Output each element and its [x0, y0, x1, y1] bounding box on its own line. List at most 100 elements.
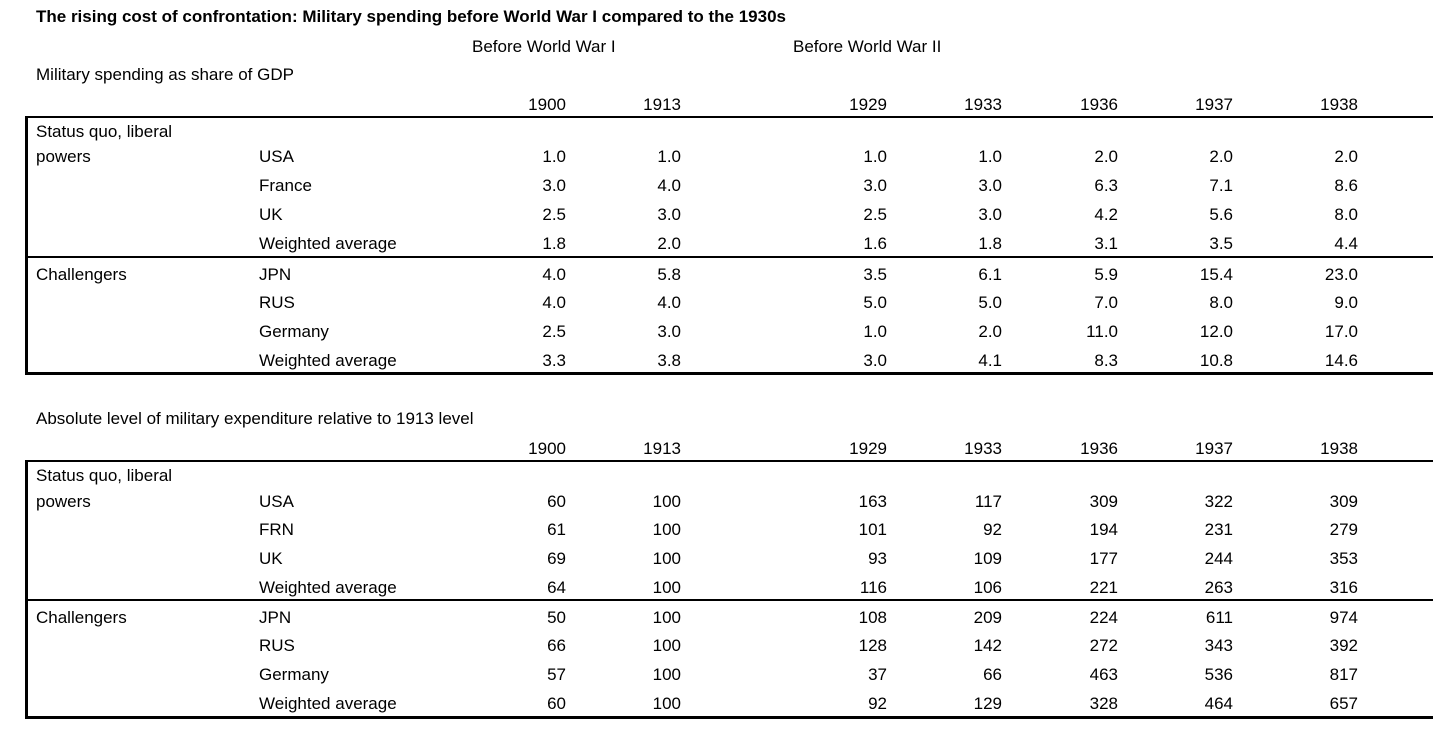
table-cell-value: 6.3: [1094, 176, 1118, 195]
table-cell-value: 64: [547, 578, 566, 597]
table-cell-value: 3.0: [657, 322, 681, 341]
year-header: 1933: [964, 95, 1002, 114]
table-cell-value: 4.0: [657, 293, 681, 312]
table-cell-value: 142: [973, 636, 1002, 655]
table-cell-value: 309: [1329, 492, 1358, 511]
table-cell-value: 69: [547, 549, 566, 568]
table-cell-value: 194: [1089, 520, 1118, 539]
table-cell-value: 92: [868, 694, 887, 713]
table-cell-value: 14.6: [1324, 351, 1358, 370]
table-left-border: [25, 116, 28, 375]
group-name: Status quo, liberal: [36, 466, 173, 485]
table-cell-value: 657: [1329, 694, 1358, 713]
table-cell-value: 100: [652, 665, 681, 684]
table-cell-value: 100: [652, 608, 681, 627]
table-cell-value: 3.0: [978, 205, 1002, 224]
table-cell-value: 4.4: [1334, 234, 1358, 253]
table-cell-value: 6.1: [978, 265, 1002, 284]
table-cell-value: 23.0: [1324, 265, 1358, 284]
table-cell-value: 2.5: [863, 205, 887, 224]
table-bottom-rule: [25, 372, 1433, 375]
row-country-label: Germany: [259, 322, 329, 341]
table-cell-value: 3.0: [542, 176, 566, 195]
table-cell-value: 2.0: [657, 234, 681, 253]
year-header: 1937: [1195, 439, 1233, 458]
table-cell-value: 8.0: [1334, 205, 1358, 224]
table-cell-value: 3.0: [863, 351, 887, 370]
table-cell-value: 309: [1089, 492, 1118, 511]
table-cell-value: 5.6: [1209, 205, 1233, 224]
table-cell-value: 8.3: [1094, 351, 1118, 370]
table-cell-value: 1.8: [542, 234, 566, 253]
table-cell-value: 57: [547, 665, 566, 684]
group-divider-rule: [25, 599, 1433, 601]
table-cell-value: 974: [1329, 608, 1358, 627]
table-cell-value: 322: [1204, 492, 1233, 511]
group-name: Challengers: [36, 265, 127, 284]
table-cell-value: 263: [1204, 578, 1233, 597]
row-country-label: Weighted average: [259, 694, 397, 713]
table-cell-value: 100: [652, 578, 681, 597]
table-cell-value: 93: [868, 549, 887, 568]
table-cell-value: 463: [1089, 665, 1118, 684]
table-cell-value: 3.0: [657, 205, 681, 224]
table-cell-value: 353: [1329, 549, 1358, 568]
group-name-cont: powers: [36, 147, 91, 166]
table-cell-value: 100: [652, 492, 681, 511]
table-cell-value: 101: [858, 520, 887, 539]
table-cell-value: 244: [1204, 549, 1233, 568]
row-country-label: FRN: [259, 520, 294, 539]
table-cell-value: 92: [983, 520, 1002, 539]
table-cell-value: 4.0: [657, 176, 681, 195]
table-cell-value: 3.1: [1094, 234, 1118, 253]
table-cell-value: 128: [858, 636, 887, 655]
page-title: The rising cost of confrontation: Milita…: [36, 7, 786, 26]
table-top-rule: [25, 116, 1433, 118]
table-cell-value: 108: [858, 608, 887, 627]
table-cell-value: 343: [1204, 636, 1233, 655]
table-cell-value: 5.9: [1094, 265, 1118, 284]
table-cell-value: 9.0: [1334, 293, 1358, 312]
year-header: 1929: [849, 95, 887, 114]
year-header: 1900: [528, 95, 566, 114]
row-country-label: USA: [259, 147, 294, 166]
year-header: 1938: [1320, 439, 1358, 458]
year-header: 1913: [643, 95, 681, 114]
table-cell-value: 464: [1204, 694, 1233, 713]
year-header: 1900: [528, 439, 566, 458]
table-cell-value: 3.0: [978, 176, 1002, 195]
table-cell-value: 15.4: [1199, 265, 1233, 284]
table-cell-value: 177: [1089, 549, 1118, 568]
table-cell-value: 117: [974, 492, 1002, 511]
table-cell-value: 50: [547, 608, 566, 627]
table-cell-value: 2.0: [1209, 147, 1233, 166]
table-cell-value: 316: [1329, 578, 1358, 597]
table-cell-value: 272: [1089, 636, 1118, 655]
table-cell-value: 1.0: [542, 147, 566, 166]
row-country-label: USA: [259, 492, 294, 511]
year-header: 1936: [1080, 439, 1118, 458]
table-cell-value: 106: [973, 578, 1002, 597]
table-cell-value: 3.3: [542, 351, 566, 370]
table-cell-value: 60: [547, 694, 566, 713]
row-country-label: Weighted average: [259, 234, 397, 253]
table-bottom-rule: [25, 716, 1433, 719]
table-cell-value: 4.0: [542, 265, 566, 284]
row-country-label: RUS: [259, 293, 295, 312]
table-cell-value: 2.0: [1334, 147, 1358, 166]
table-cell-value: 2.0: [978, 322, 1002, 341]
group-name: Challengers: [36, 608, 127, 627]
table-cell-value: 100: [652, 520, 681, 539]
year-header: 1936: [1080, 95, 1118, 114]
row-country-label: France: [259, 176, 312, 195]
table-cell-value: 3.8: [657, 351, 681, 370]
table-top-rule: [25, 460, 1433, 462]
table-cell-value: 4.0: [542, 293, 566, 312]
table-cell-value: 100: [652, 549, 681, 568]
table-cell-value: 37: [868, 665, 887, 684]
table-cell-value: 536: [1204, 665, 1233, 684]
section-label: Absolute level of military expenditure r…: [36, 409, 474, 428]
table-cell-value: 1.0: [863, 322, 887, 341]
table-cell-value: 10.8: [1199, 351, 1233, 370]
table-cell-value: 7.1: [1209, 176, 1233, 195]
